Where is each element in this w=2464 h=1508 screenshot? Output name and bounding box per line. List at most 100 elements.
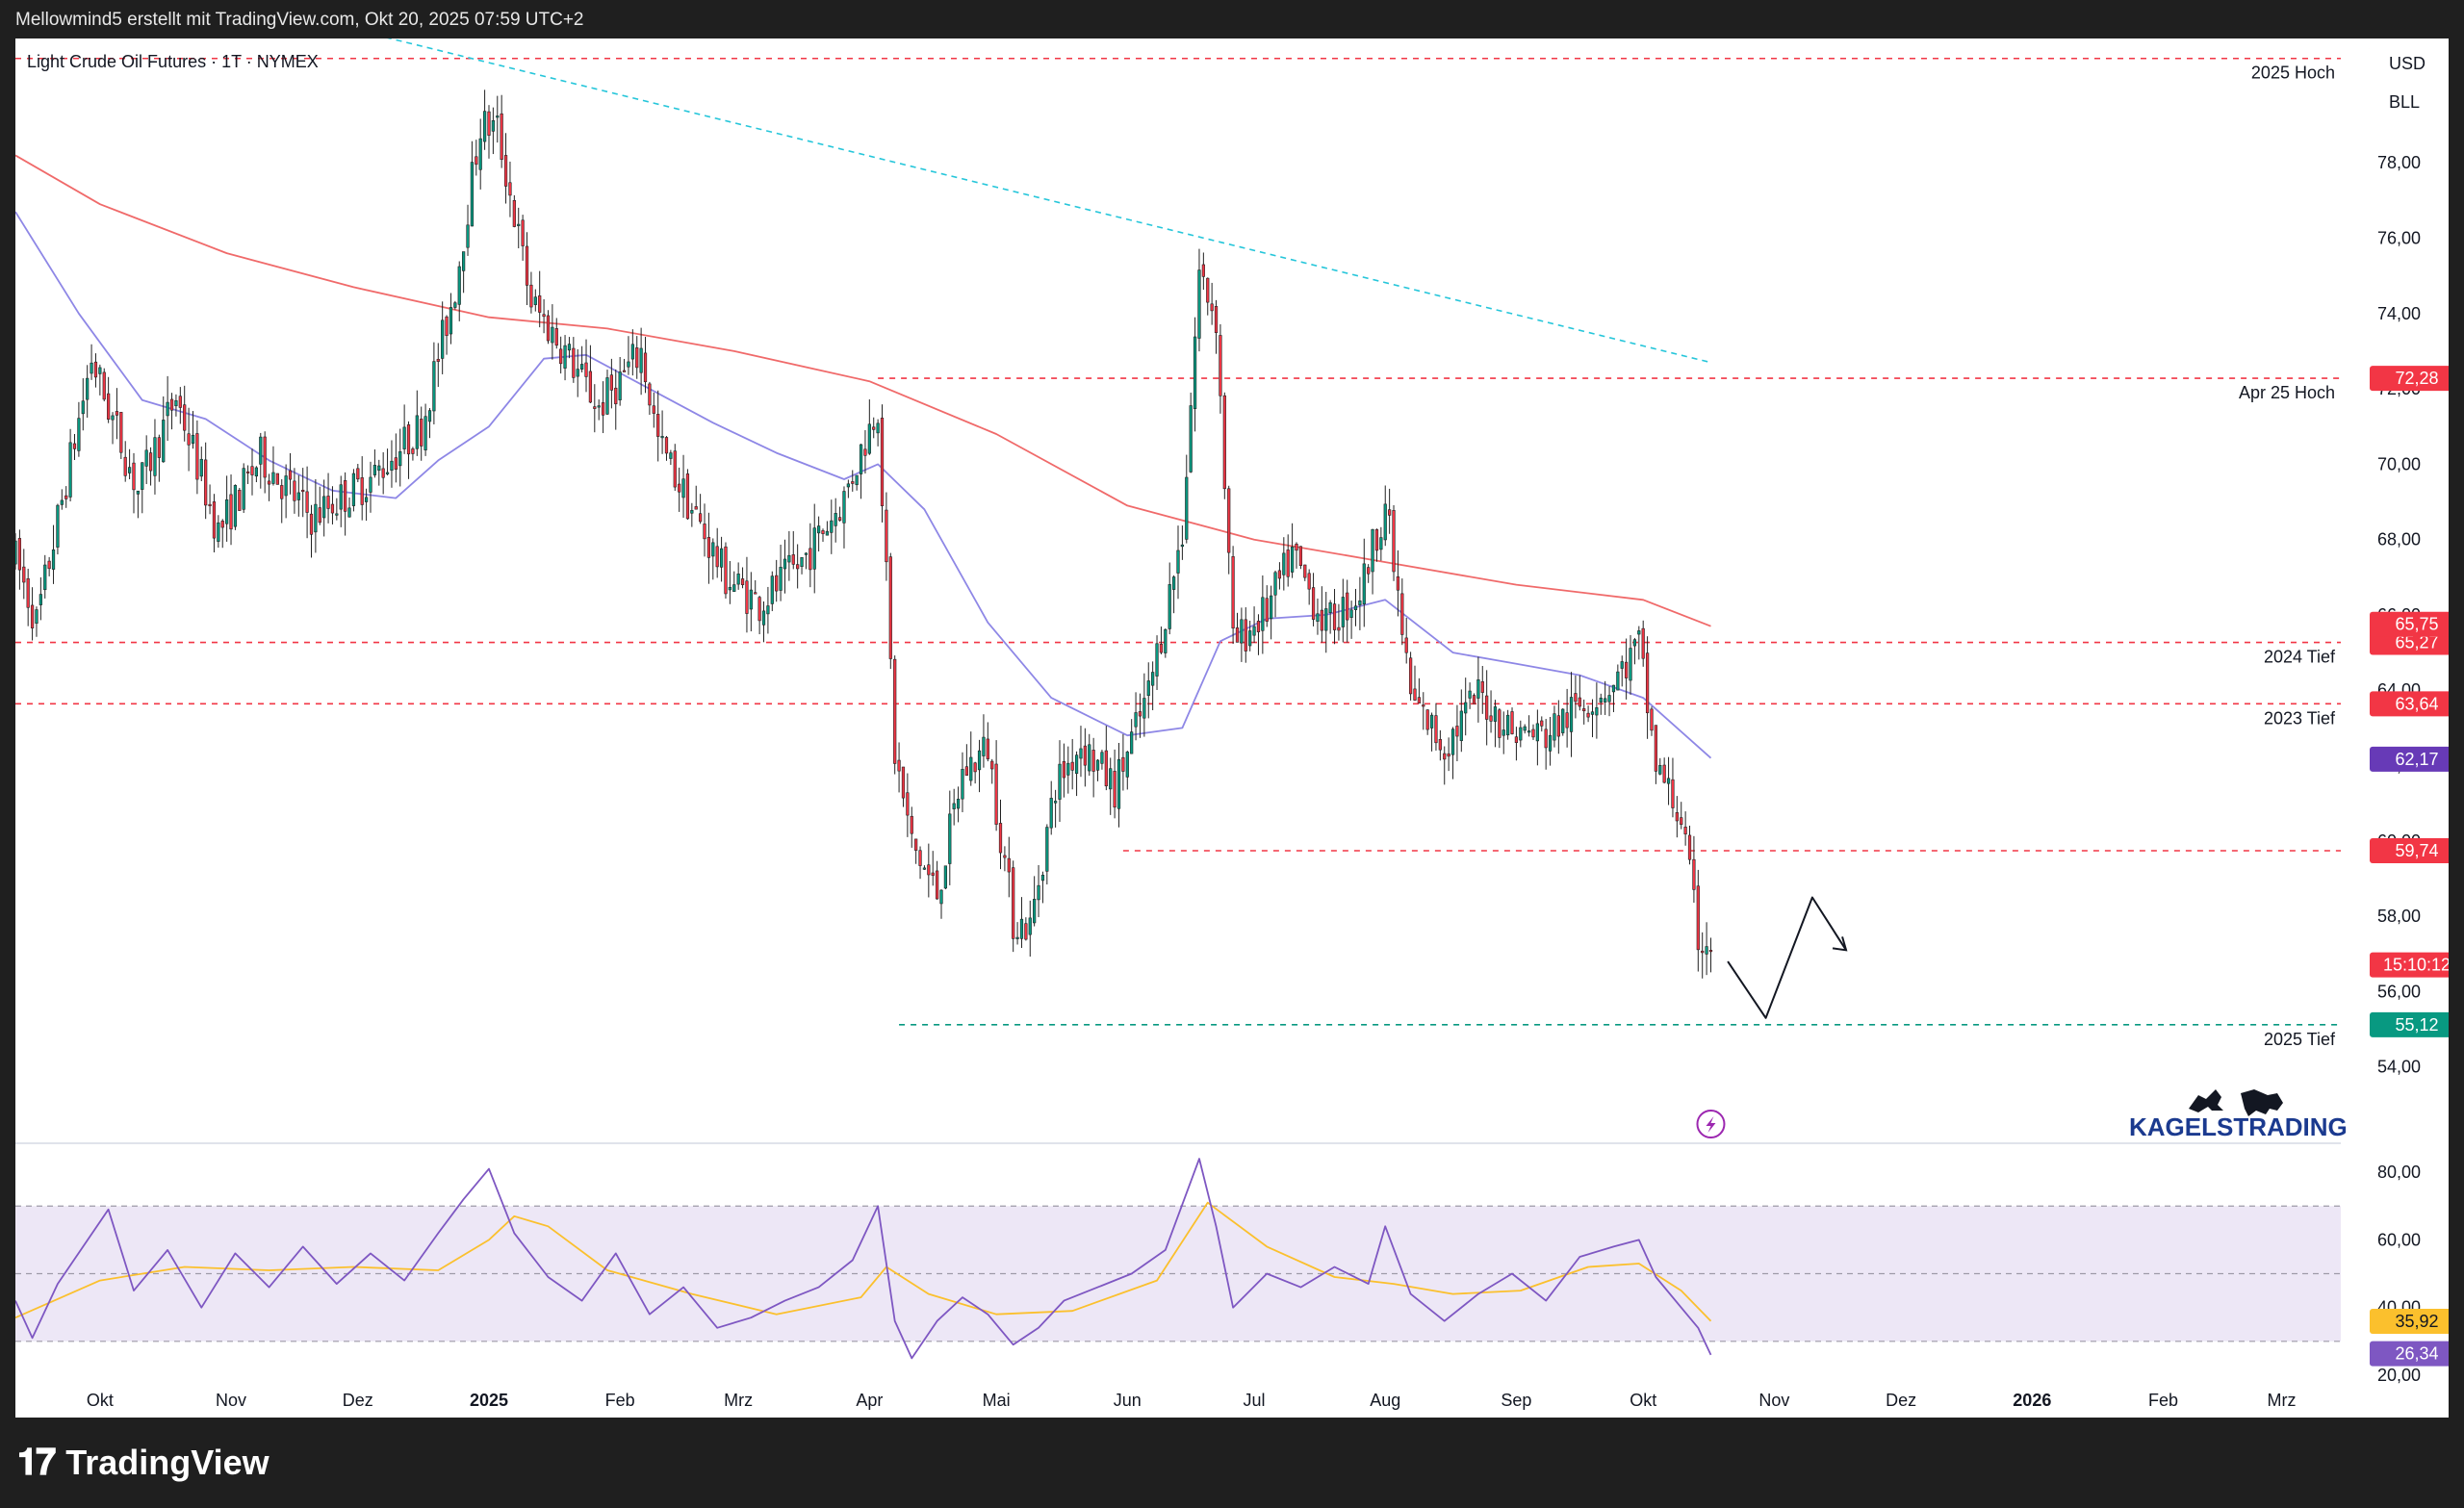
candle	[132, 452, 136, 514]
candle	[15, 533, 17, 570]
candle-body	[123, 456, 127, 476]
candle-body	[757, 597, 761, 622]
candle-body	[500, 113, 503, 161]
candle	[567, 337, 572, 359]
currency-selector[interactable]: USD	[2389, 54, 2426, 73]
candle	[669, 449, 673, 466]
level-price-tag-text: 72,28	[2395, 369, 2438, 388]
candle-body	[212, 501, 217, 539]
candle	[1180, 525, 1185, 560]
candle-body	[1666, 778, 1671, 784]
candle	[893, 655, 897, 775]
candle	[1007, 836, 1011, 898]
candle	[119, 412, 123, 460]
candle-body	[86, 377, 90, 400]
candle	[1455, 704, 1459, 761]
candle-body	[275, 473, 279, 485]
candle	[986, 722, 989, 762]
candle-body	[521, 219, 525, 246]
candle-body	[922, 867, 927, 870]
candle-body	[478, 138, 482, 170]
candle	[1450, 727, 1455, 780]
candle-body	[842, 491, 846, 524]
rsi-band	[15, 1206, 2341, 1342]
candle-body	[1696, 885, 1700, 951]
candle-body	[372, 465, 376, 475]
candle	[563, 335, 567, 381]
candle-body	[872, 426, 876, 430]
candle-body	[927, 864, 931, 876]
candle	[969, 731, 973, 786]
candle-body	[964, 766, 968, 776]
candle	[656, 390, 660, 462]
tradingview-logo[interactable]: 𝟏𝟕 TradingView	[17, 1441, 270, 1484]
candle-body	[1683, 827, 1687, 835]
candle-body	[618, 371, 622, 400]
candle	[614, 369, 618, 430]
candle-body	[242, 468, 245, 510]
candle	[38, 576, 42, 621]
candle-body	[38, 594, 42, 605]
candle	[1506, 709, 1510, 740]
candle	[1696, 869, 1700, 972]
candle	[800, 557, 804, 575]
candle	[648, 381, 652, 416]
candle	[1388, 488, 1392, 534]
candle	[415, 390, 419, 456]
candle	[301, 468, 305, 518]
candle-body	[1303, 564, 1307, 578]
unit-selector[interactable]: BLL	[2389, 92, 2420, 112]
candle	[35, 606, 38, 637]
candle-body	[1705, 946, 1708, 955]
candle	[1358, 576, 1362, 630]
candle	[60, 489, 64, 510]
candle-body	[1214, 306, 1219, 334]
candle-body	[43, 564, 47, 591]
candle	[68, 428, 72, 501]
candle-body	[1320, 609, 1323, 631]
rsi-value-tag: 35,92	[2370, 1309, 2449, 1335]
candle-body	[851, 481, 855, 484]
candle-body	[1701, 950, 1705, 954]
candle	[1413, 665, 1417, 702]
candle	[1362, 538, 1366, 627]
candle-body	[1235, 627, 1240, 643]
candle	[267, 473, 271, 501]
candle	[293, 468, 296, 514]
candle	[1692, 835, 1696, 904]
candle-body	[956, 799, 961, 809]
candle-body	[1476, 678, 1480, 699]
candle	[17, 529, 22, 590]
candle-body	[567, 344, 572, 351]
chart-canvas[interactable]: 2025 Hoch Apr 25 Hoch 2024 Tief 2023 Tief 20…	[15, 38, 2449, 1418]
candle-body	[56, 504, 60, 548]
candle	[212, 494, 217, 552]
candle-body	[817, 525, 821, 534]
candle-body	[1222, 395, 1226, 490]
candle-body	[1582, 708, 1586, 712]
candle	[441, 301, 445, 374]
candle-body	[1480, 680, 1484, 693]
candle	[576, 348, 579, 397]
candle	[162, 396, 166, 463]
candle	[1599, 693, 1603, 715]
candle-body	[1185, 476, 1189, 540]
candle	[994, 740, 998, 831]
candle-body	[51, 549, 56, 570]
candle-body	[22, 566, 26, 583]
level-label: 2023 Tief	[2264, 708, 2336, 728]
candle	[876, 419, 880, 447]
candle-body	[1270, 595, 1273, 620]
candle	[559, 336, 563, 374]
candle	[1053, 789, 1058, 828]
candle-body	[910, 815, 913, 834]
level-label: 2024 Tief	[2264, 648, 2336, 667]
candle	[728, 560, 732, 604]
level-price-tag-bg	[2370, 691, 2449, 717]
candle-body	[990, 760, 994, 770]
candle-body	[775, 575, 779, 592]
lightning-icon[interactable]	[1696, 1110, 1726, 1138]
candle	[424, 403, 427, 456]
candle-body	[394, 457, 398, 470]
candle-body	[360, 477, 364, 505]
